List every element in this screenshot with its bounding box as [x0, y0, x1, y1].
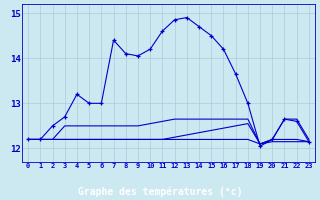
Text: Graphe des températures (°c): Graphe des températures (°c) [78, 187, 242, 197]
